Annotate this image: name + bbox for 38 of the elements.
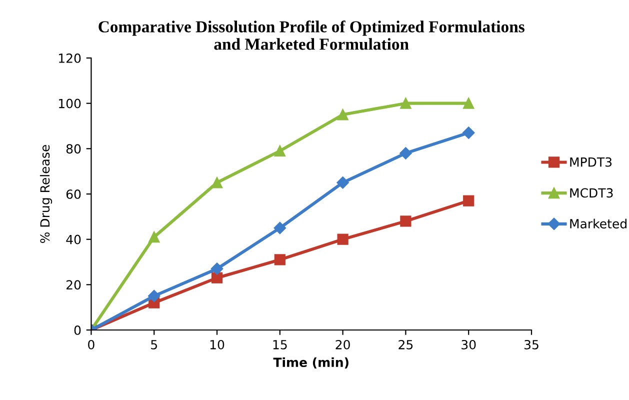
point bbox=[462, 126, 475, 139]
legend-label: MCDT3 bbox=[570, 188, 613, 198]
y-tick-label: 0 bbox=[74, 325, 81, 335]
y-tick-label: 120 bbox=[58, 53, 81, 63]
point bbox=[336, 176, 349, 189]
point bbox=[463, 195, 474, 206]
point bbox=[400, 147, 412, 160]
legend-label: Marketed bbox=[570, 218, 626, 228]
x-axis-title: Time (min) bbox=[273, 357, 348, 369]
point bbox=[337, 109, 348, 120]
x-tick-label: 30 bbox=[462, 340, 476, 350]
y-tick-label: 20 bbox=[66, 280, 81, 290]
y-tick-label: 80 bbox=[66, 144, 81, 154]
x-tick-label: 0 bbox=[88, 340, 94, 350]
x-tick-label: 25 bbox=[398, 340, 413, 350]
x-tick-label: 10 bbox=[210, 340, 224, 350]
point bbox=[274, 222, 286, 234]
y-tick-label: 60 bbox=[66, 189, 81, 199]
point bbox=[274, 145, 286, 156]
y-axis-title: % Drug Release bbox=[40, 145, 52, 243]
point bbox=[210, 262, 224, 275]
legend-label: MPDT3 bbox=[570, 157, 612, 167]
point bbox=[274, 254, 286, 266]
y-tick-label: 100 bbox=[58, 98, 81, 108]
point bbox=[211, 272, 223, 284]
point bbox=[211, 177, 223, 188]
x-tick-label: 15 bbox=[273, 340, 287, 350]
y-tick-label: 40 bbox=[66, 234, 81, 244]
point bbox=[148, 232, 160, 243]
point bbox=[400, 98, 412, 109]
point bbox=[463, 98, 474, 109]
point bbox=[337, 234, 348, 245]
x-tick-label: 20 bbox=[336, 340, 350, 350]
chart-title: Comparative Dissolution Profile of Optimized Formulations and Marketed Formulation bbox=[98, 20, 524, 50]
point bbox=[148, 290, 160, 302]
x-tick-label: 35 bbox=[524, 340, 538, 350]
x-tick-label: 5 bbox=[151, 340, 157, 350]
point bbox=[400, 216, 412, 227]
